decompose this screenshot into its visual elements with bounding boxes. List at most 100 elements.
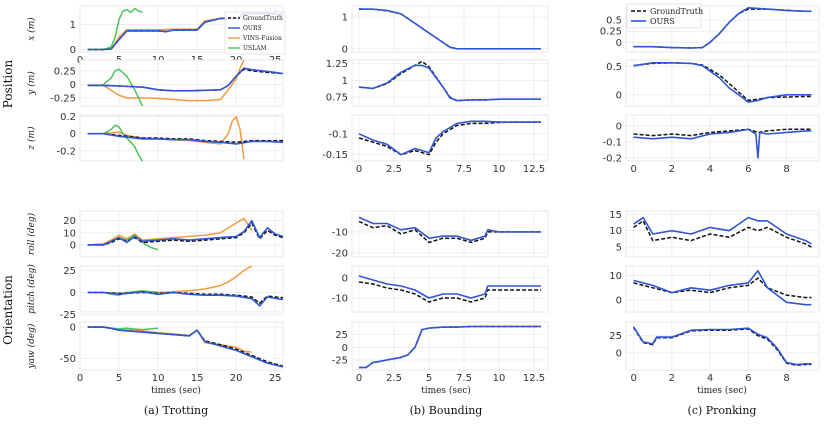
y-tick-label: -50 — [60, 354, 76, 365]
y-axis-label: y (m) — [26, 71, 37, 96]
xlabel-bounding: times (sec) — [421, 385, 471, 396]
x-tick-label: 2 — [669, 164, 675, 175]
x-tick-label: 10 — [152, 373, 165, 384]
y-tick-label: 0 — [342, 274, 348, 285]
y-axis-label: yaw (deg) — [26, 323, 37, 369]
y-tick-label: 0.25 — [600, 27, 622, 38]
x-tick-label: 0 — [630, 164, 636, 175]
y-tick-label: 25 — [335, 330, 348, 341]
series-line-ours — [633, 216, 812, 245]
series-line-ours — [358, 120, 541, 156]
y-tick-label: -0.25 — [50, 93, 76, 104]
subplot-trot-pitch: -25 0 25 pitch (deg) — [26, 264, 284, 321]
series-line-ours — [87, 290, 283, 307]
plot-area — [351, 265, 549, 313]
series-line-uslam — [103, 7, 143, 51]
series-line-ours — [87, 326, 283, 368]
series-line-vins-fusion — [87, 115, 245, 160]
y-tick-label: 5 — [616, 243, 622, 254]
series-line-groundtruth — [87, 222, 283, 246]
xlabel-pronking: times (sec) — [697, 385, 747, 396]
y-tick-label: -20 — [332, 248, 348, 259]
subplot-pronk-y: 00.5 — [606, 59, 820, 107]
y-tick-label: 1 — [342, 13, 348, 24]
x-tick-label: 2.5 — [386, 373, 402, 384]
x-tick-label: 5 — [426, 164, 432, 175]
x-tick-label: 12.5 — [523, 373, 545, 384]
series-line-uslam — [102, 68, 144, 106]
y-tick-label: 0.5 — [606, 62, 622, 73]
plot-area — [79, 114, 284, 162]
group-label-position: Position — [1, 60, 15, 109]
y-tick-label: 10 — [609, 271, 622, 282]
y-tick-label: 1 — [70, 20, 76, 31]
y-tick-label: 0.2 — [60, 112, 76, 123]
x-tick-label: 7.5 — [456, 164, 472, 175]
plot-area — [79, 210, 284, 258]
y-tick-label: -25 — [60, 310, 76, 321]
y-tick-label: 0 — [616, 348, 622, 359]
subplot-pronk-yaw: 0 2 4 6 8 0 25 — [609, 321, 820, 384]
legend-pronking: GroundTruth OURS — [626, 3, 703, 29]
x-tick-label: 10 — [493, 373, 506, 384]
x-tick-label: 8 — [783, 164, 789, 175]
series-line-groundtruth — [87, 291, 283, 304]
y-tick-label: 0 — [70, 45, 76, 56]
x-tick-label: 5 — [116, 373, 122, 384]
y-tick-label: -0.2 — [602, 153, 622, 164]
subplot-bound-x: 01 — [342, 5, 549, 55]
x-tick-label: 2.5 — [386, 164, 402, 175]
y-tick-label: 0.75 — [326, 93, 348, 104]
y-tick-label: 0 — [616, 90, 622, 101]
subplot-bound-z: 0 2.5 5 7.5 10 12.5 -0.15 -0.1 — [322, 114, 549, 175]
x-tick-label: 0 — [77, 373, 83, 384]
series-line-ours — [633, 128, 812, 159]
y-tick-label: 0 — [616, 38, 622, 49]
subplot-trot-z: -0.2 0 0.2 z (m) — [26, 112, 284, 162]
plot-area — [351, 59, 549, 107]
legend-trotting: GroundTruth OURS VINS-Fusion USLAM — [224, 11, 286, 55]
caption-bounding: (b) Bounding — [410, 404, 483, 417]
legend-label: USLAM — [243, 45, 267, 52]
y-tick-label: 0 — [70, 323, 76, 334]
subplot-bound-y: 0.75 1 1.25 — [326, 59, 549, 107]
plot-area — [79, 265, 284, 313]
series-line-ours — [87, 219, 283, 246]
series-line-ours — [633, 7, 812, 49]
series-line-ours — [87, 132, 283, 145]
legend-label: GroundTruth — [243, 15, 283, 22]
x-tick-label: 6 — [745, 164, 751, 175]
series-line-groundtruth — [358, 281, 541, 303]
legend-label: GroundTruth — [650, 7, 703, 16]
y-tick-label: -0.1 — [328, 129, 348, 140]
y-tick-label: 15 — [609, 210, 622, 221]
y-tick-label: 0.5 — [606, 16, 622, 27]
y-axis-label: x (m) — [26, 17, 37, 41]
series-line-ours — [358, 8, 541, 50]
plot-area — [625, 59, 820, 107]
y-tick-label: 20 — [63, 216, 76, 227]
y-axis-label: roll (deg) — [26, 212, 37, 255]
x-tick-label: 0 — [630, 373, 636, 384]
legend-label: OURS — [650, 17, 675, 26]
series-line-ours — [632, 326, 812, 366]
y-tick-label: -25 — [332, 355, 348, 366]
y-tick-label: 0 — [70, 129, 76, 140]
series-line-ours — [358, 275, 541, 299]
series-line-ours — [87, 67, 283, 92]
x-tick-label: 4 — [707, 373, 713, 384]
y-tick-label: 0.25 — [54, 66, 76, 77]
x-tick-label: 2 — [669, 373, 675, 384]
y-axis-label: pitch (deg) — [26, 264, 37, 314]
plot-area — [79, 321, 284, 371]
caption-trotting: (a) Trotting — [144, 404, 208, 417]
x-tick-label: 0 — [356, 373, 362, 384]
y-tick-label: 0 — [70, 240, 76, 251]
legend-label: VINS-Fusion — [242, 35, 282, 42]
subplot-pronk-roll: 5 10 15 — [609, 210, 820, 258]
y-tick-label: 1 — [342, 76, 348, 87]
y-axis-label: z (m) — [26, 126, 37, 151]
